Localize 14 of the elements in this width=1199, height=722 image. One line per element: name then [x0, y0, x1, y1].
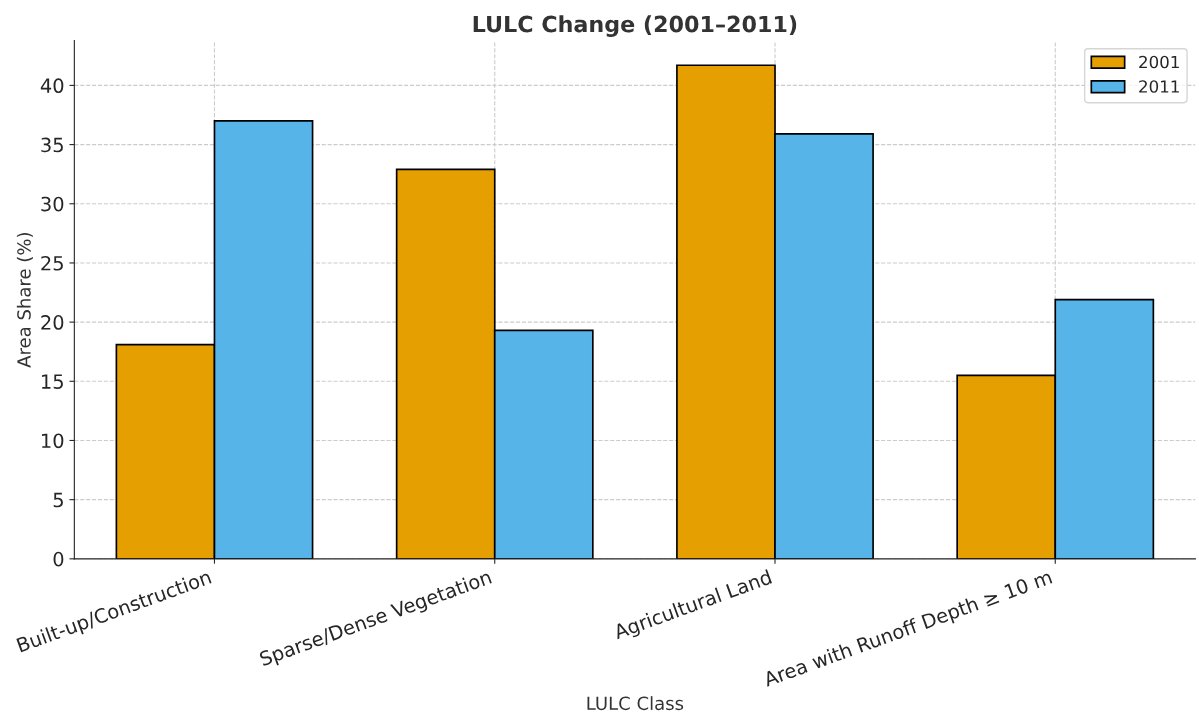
chart-title: LULC Change (2001–2011) [473, 15, 797, 37]
x-axis-title: LULC Class [587, 696, 684, 711]
y-tick-label: 35 [41, 137, 63, 153]
y-tick-label: 20 [41, 315, 64, 330]
y-axis-title: Area Share (%) [16, 233, 33, 368]
y-tick-label: 25 [41, 255, 63, 271]
y-tick-label: 40 [40, 78, 64, 94]
y-tick-label: 0 [53, 551, 64, 567]
legend-label: 2001 [1139, 55, 1179, 69]
legend-label: 2011 [1139, 80, 1179, 93]
y-tick-label: 5 [53, 492, 63, 508]
y-tick-label: 15 [42, 374, 63, 389]
y-tick-label: 10 [42, 433, 64, 449]
y-tick-label: 30 [41, 196, 64, 212]
